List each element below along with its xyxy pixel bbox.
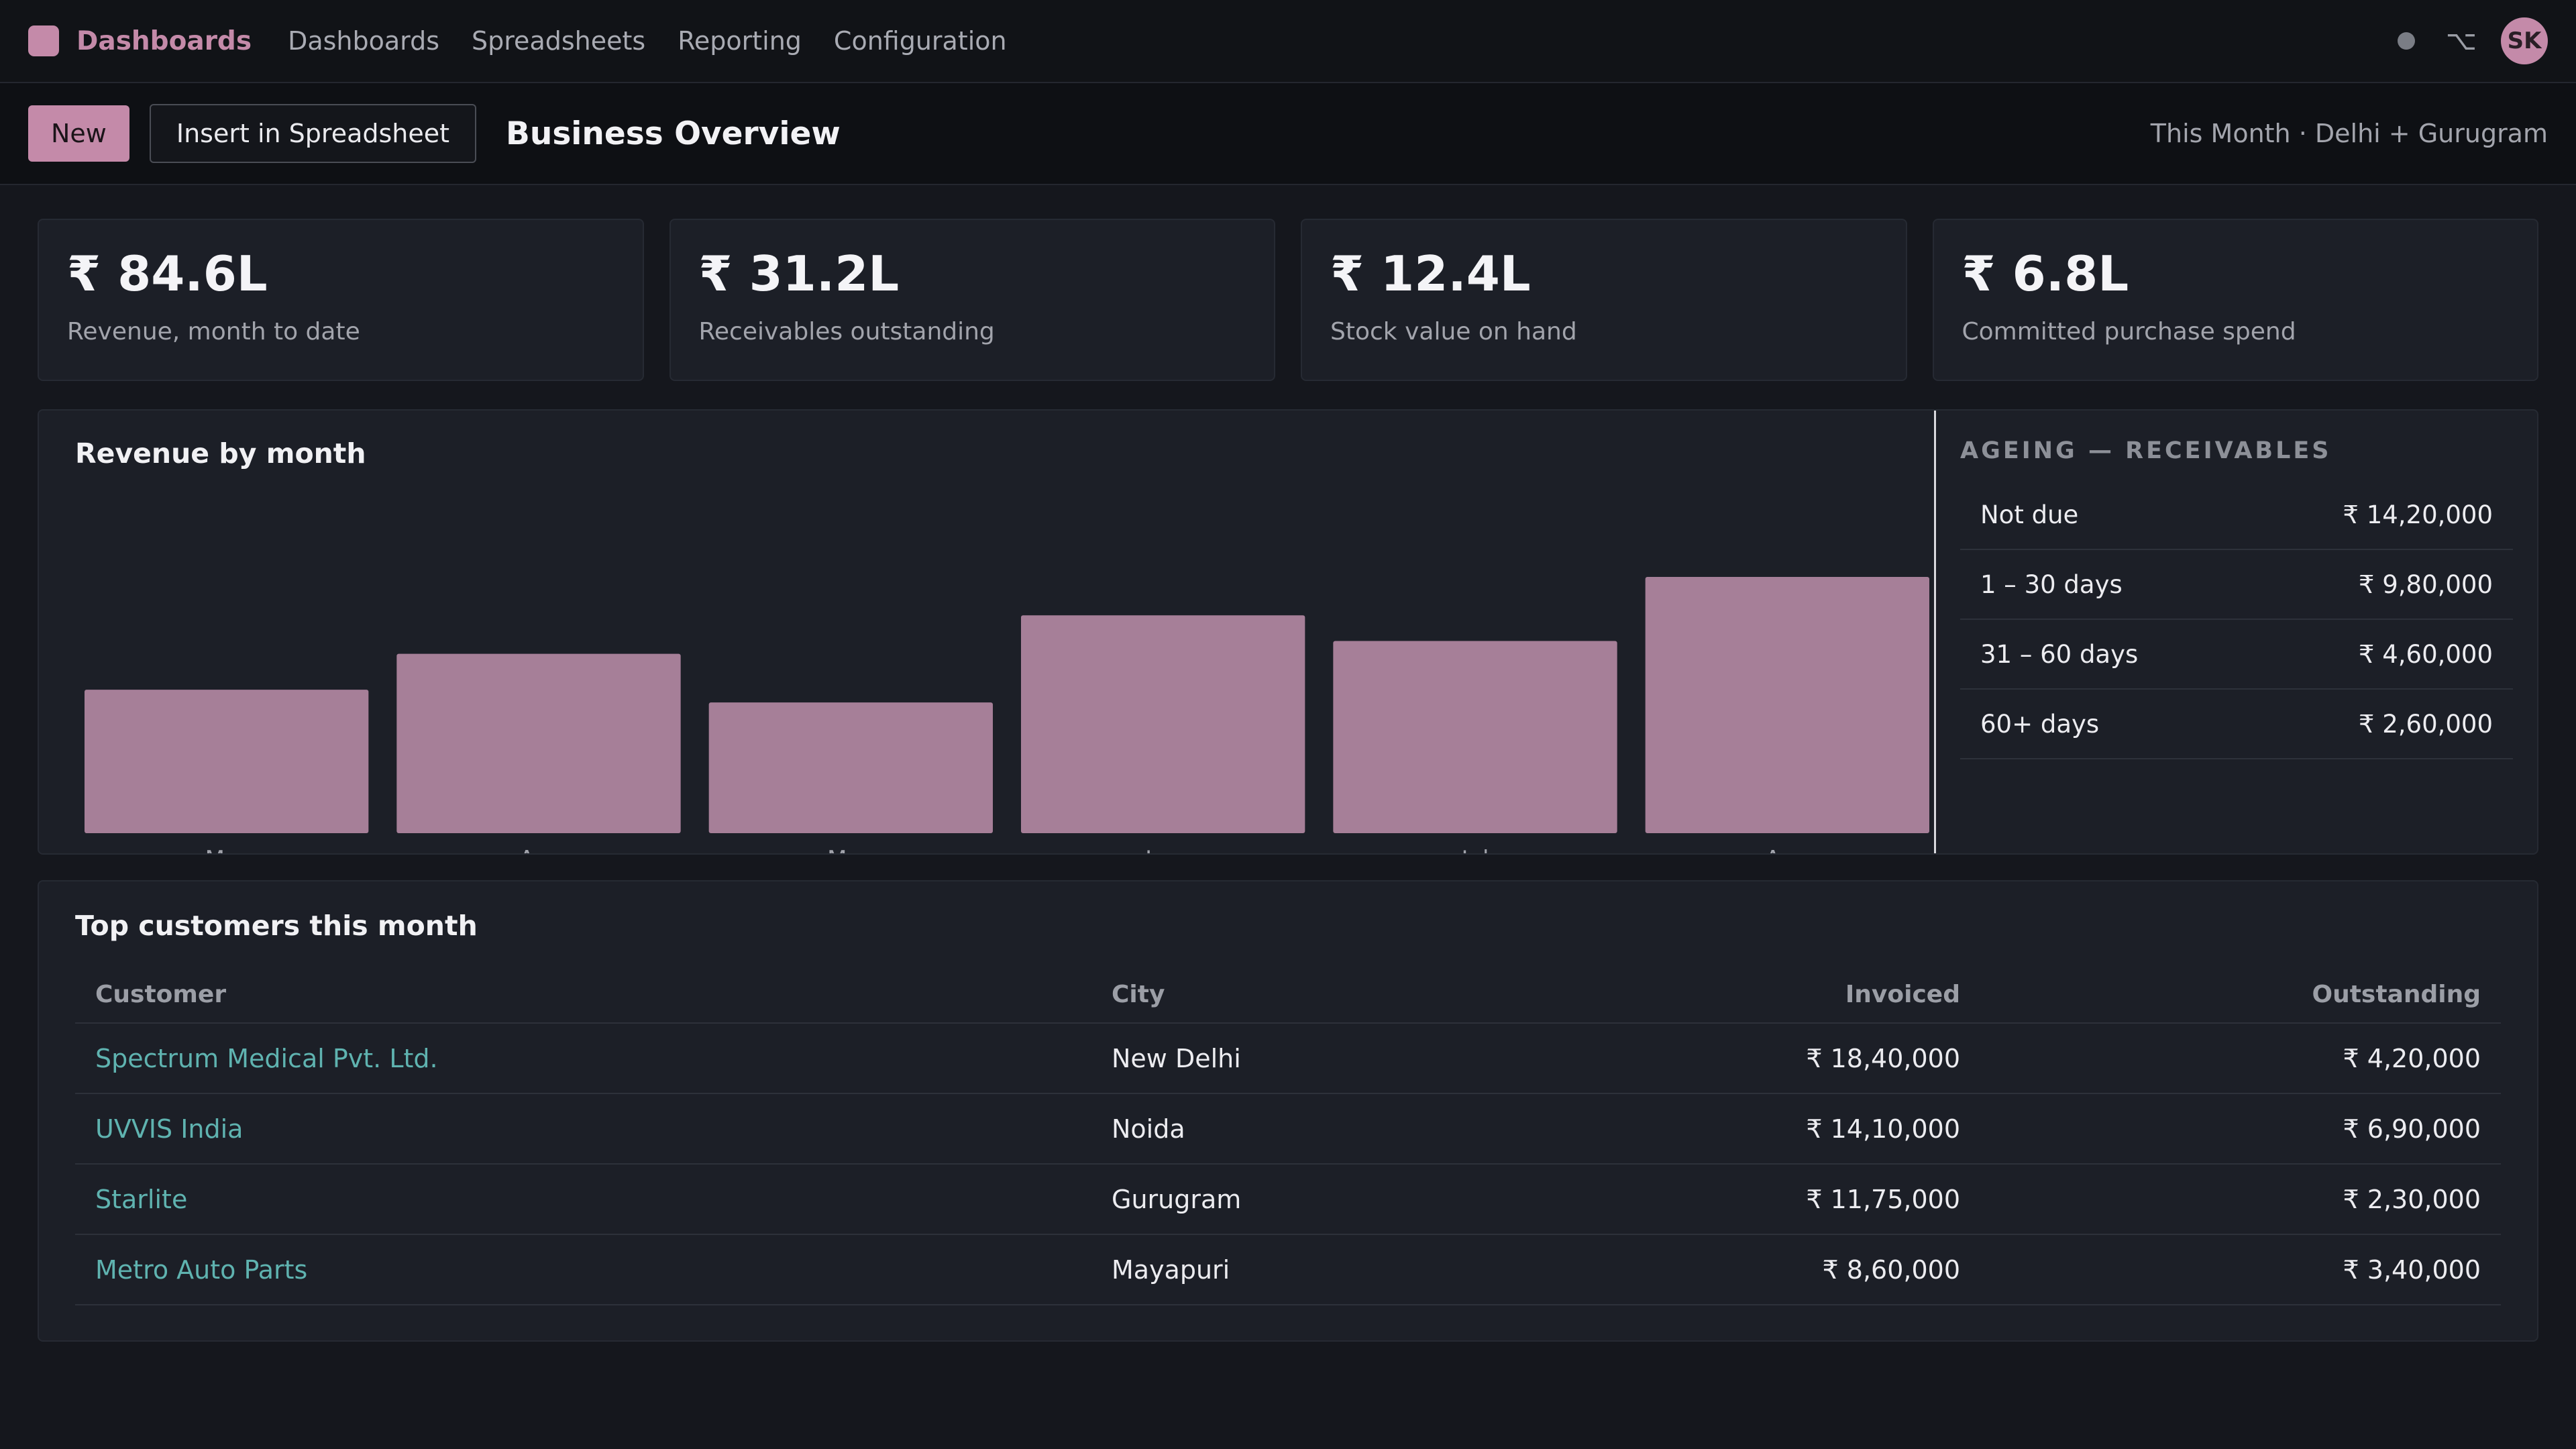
- middle-section: Mar Apr May Jun Jul Aug Revenue by month AGEI…: [38, 409, 2538, 855]
- revenue-chart-panel: Mar Apr May Jun Jul Aug Revenue by month: [39, 411, 1936, 853]
- table-row[interactable]: UVVIS India Noida ₹ 14,10,000 ₹ 6,90,000: [75, 1093, 2501, 1165]
- option-key-icon[interactable]: ⌥: [2445, 25, 2477, 56]
- revenue-bar-chart: Mar Apr May Jun Jul Aug: [85, 577, 1929, 853]
- kpi-card-stock[interactable]: ₹ 12.4L Stock value on hand: [1301, 219, 1907, 381]
- column-header-outstanding[interactable]: Outstanding: [1980, 966, 2501, 1024]
- ageing-row[interactable]: Not due ₹ 14,20,000: [1960, 480, 2513, 550]
- outstanding-cell: ₹ 6,90,000: [1980, 1093, 2501, 1165]
- chart-title: Revenue by month: [75, 437, 366, 470]
- ageing-row[interactable]: 60+ days ₹ 2,60,000: [1960, 690, 2513, 759]
- outstanding-cell: ₹ 2,30,000: [1980, 1164, 2501, 1235]
- kpi-label: Stock value on hand: [1330, 318, 1577, 345]
- column-header-city[interactable]: City: [1091, 966, 1507, 1024]
- control-bar: New Insert in Spreadsheet Business Overv…: [0, 83, 2576, 185]
- kpi-card-purchase[interactable]: ₹ 6.8L Committed purchase spend: [1932, 219, 2538, 381]
- customer-link[interactable]: UVVIS India: [75, 1093, 1091, 1165]
- kpi-label: Receivables outstanding: [698, 318, 995, 345]
- nav-item-spreadsheets[interactable]: Spreadsheets: [472, 26, 646, 56]
- ageing-panel: AGEING — RECEIVABLES Not due ₹ 14,20,000…: [1936, 411, 2537, 853]
- app-name: Dashboards: [76, 25, 252, 56]
- invoiced-cell: ₹ 18,40,000: [1506, 1023, 1980, 1094]
- bar-aug[interactable]: [1645, 577, 1929, 833]
- nav-item-dashboards[interactable]: Dashboards: [288, 26, 440, 56]
- column-header-customer[interactable]: Customer: [75, 966, 1091, 1024]
- top-right-controls: ⌥ SK: [2397, 17, 2548, 64]
- status-dot-icon[interactable]: [2397, 32, 2415, 50]
- invoiced-cell: ₹ 11,75,000: [1506, 1164, 1980, 1235]
- bar-mar[interactable]: [85, 690, 369, 833]
- table-header-row: Customer City Invoiced Outstanding: [75, 966, 2501, 1024]
- insert-in-spreadsheet-button[interactable]: Insert in Spreadsheet: [149, 104, 477, 163]
- ageing-label: 60+ days: [1980, 709, 2100, 739]
- x-tick-label: Apr: [519, 846, 559, 853]
- kpi-value: ₹ 31.2L: [698, 246, 900, 302]
- x-tick-label: Mar: [205, 846, 248, 853]
- kpi-card-revenue[interactable]: ₹ 84.6L Revenue, month to date: [38, 219, 644, 381]
- page-title: Business Overview: [506, 115, 841, 152]
- brand[interactable]: Dashboards: [28, 25, 252, 56]
- table-row[interactable]: Starlite Gurugram ₹ 11,75,000 ₹ 2,30,000: [75, 1164, 2501, 1235]
- x-tick-label: May: [827, 846, 874, 853]
- period-filter[interactable]: This Month · Delhi + Gurugram: [2150, 119, 2548, 148]
- x-tick-label: Jun: [1144, 846, 1181, 853]
- table-row[interactable]: Spectrum Medical Pvt. Ltd. New Delhi ₹ 1…: [75, 1023, 2501, 1094]
- x-tick-label: Aug: [1765, 846, 1809, 853]
- bar-may[interactable]: [708, 702, 993, 833]
- kpi-card-receivables[interactable]: ₹ 31.2L Receivables outstanding: [669, 219, 1275, 381]
- table-row[interactable]: Metro Auto Parts Mayapuri ₹ 8,60,000 ₹ 3…: [75, 1234, 2501, 1305]
- x-tick-label: Jul: [1460, 846, 1489, 853]
- customer-link[interactable]: Spectrum Medical Pvt. Ltd.: [75, 1023, 1091, 1094]
- city-cell: Mayapuri: [1091, 1234, 1507, 1305]
- kpi-value: ₹ 12.4L: [1330, 246, 1531, 302]
- ageing-label: 1 – 30 days: [1980, 570, 2123, 599]
- bar-jun[interactable]: [1021, 615, 1305, 833]
- bar-jul[interactable]: [1333, 641, 1617, 834]
- ageing-label: 31 – 60 days: [1980, 639, 2139, 669]
- ageing-value: ₹ 2,60,000: [2358, 709, 2493, 739]
- ageing-value: ₹ 4,60,000: [2358, 639, 2493, 669]
- invoiced-cell: ₹ 14,10,000: [1506, 1093, 1980, 1165]
- top-navigation-bar: Dashboards Dashboards Spreadsheets Repor…: [0, 0, 2576, 83]
- kpi-value: ₹ 6.8L: [1962, 246, 2129, 302]
- ageing-row[interactable]: 31 – 60 days ₹ 4,60,000: [1960, 620, 2513, 690]
- column-header-invoiced[interactable]: Invoiced: [1506, 966, 1980, 1024]
- ageing-label: Not due: [1980, 500, 2079, 529]
- city-cell: Noida: [1091, 1093, 1507, 1165]
- outstanding-cell: ₹ 4,20,000: [1980, 1023, 2501, 1094]
- customers-table: Customer City Invoiced Outstanding Spect…: [75, 966, 2501, 1305]
- table-title: Top customers this month: [75, 910, 478, 942]
- bar-apr[interactable]: [396, 653, 681, 833]
- new-button[interactable]: New: [28, 105, 129, 162]
- nav-item-reporting[interactable]: Reporting: [678, 26, 802, 56]
- customer-link[interactable]: Metro Auto Parts: [75, 1234, 1091, 1305]
- ageing-value: ₹ 14,20,000: [2343, 500, 2493, 529]
- kpi-label: Committed purchase spend: [1962, 318, 2296, 345]
- ageing-value: ₹ 9,80,000: [2358, 570, 2493, 599]
- city-cell: New Delhi: [1091, 1023, 1507, 1094]
- customer-link[interactable]: Starlite: [75, 1164, 1091, 1235]
- dashboard-content: ₹ 84.6L Revenue, month to date ₹ 31.2L R…: [0, 185, 2576, 1342]
- app-logo-icon: [28, 25, 59, 56]
- top-customers-panel: Top customers this month Customer City I…: [38, 880, 2538, 1342]
- city-cell: Gurugram: [1091, 1164, 1507, 1235]
- ageing-title: AGEING — RECEIVABLES: [1960, 437, 2332, 464]
- invoiced-cell: ₹ 8,60,000: [1506, 1234, 1980, 1305]
- nav-item-configuration[interactable]: Configuration: [833, 26, 1007, 56]
- avatar[interactable]: SK: [2501, 17, 2548, 64]
- kpi-value: ₹ 84.6L: [67, 246, 268, 302]
- kpi-row: ₹ 84.6L Revenue, month to date ₹ 31.2L R…: [38, 219, 2538, 381]
- ageing-row[interactable]: 1 – 30 days ₹ 9,80,000: [1960, 550, 2513, 620]
- kpi-label: Revenue, month to date: [67, 318, 360, 345]
- outstanding-cell: ₹ 3,40,000: [1980, 1234, 2501, 1305]
